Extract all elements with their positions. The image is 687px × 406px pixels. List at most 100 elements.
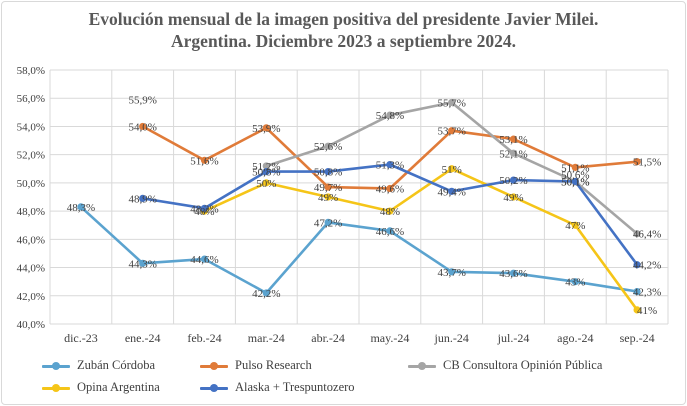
- data-label: 50,8%: [252, 167, 280, 179]
- series-line: [79, 205, 639, 295]
- data-point: [386, 111, 394, 119]
- data-label: 50,1%: [561, 176, 589, 188]
- data-label: 50,8%: [314, 167, 342, 179]
- data-point: [77, 203, 85, 211]
- data-point: [448, 268, 456, 276]
- data-point: [386, 184, 394, 193]
- data-label: 48,2%: [190, 203, 218, 215]
- data-point: [448, 127, 456, 135]
- data-label: 55,9%: [128, 95, 156, 107]
- data-label: 41%: [637, 305, 657, 317]
- data-point: [200, 255, 209, 263]
- data-point: [386, 160, 394, 169]
- data-point: [262, 289, 270, 297]
- y-tick-label: 50,0%: [17, 178, 45, 190]
- chart-title: Evolución mensual de la imagen positiva …: [0, 8, 687, 52]
- y-tick-label: 52,0%: [17, 150, 45, 162]
- data-point: [571, 177, 579, 186]
- data-label: 50,2%: [499, 175, 527, 187]
- data-label: 52,6%: [314, 141, 342, 153]
- data-point: [324, 168, 332, 176]
- data-point: [571, 221, 579, 229]
- data-label: 44,6%: [190, 254, 218, 266]
- data-label: 48,3%: [67, 202, 95, 214]
- data-point: [633, 261, 641, 269]
- data-point: [262, 124, 270, 132]
- data-label: 47,2%: [314, 217, 342, 229]
- data-label: 44,3%: [128, 258, 156, 270]
- data-point: [262, 162, 270, 170]
- y-tick-label: 58,0%: [17, 65, 45, 77]
- data-label: 51,1%: [561, 162, 589, 174]
- x-tick-label: feb.-24: [187, 331, 221, 345]
- y-tick-label: 48,0%: [17, 206, 45, 218]
- data-point: [509, 149, 518, 157]
- data-label: 53,7%: [437, 126, 465, 138]
- data-point: [139, 259, 147, 267]
- data-point: [571, 278, 579, 286]
- data-point: [448, 187, 456, 195]
- y-tick-label: 56,0%: [17, 93, 45, 105]
- data-label: 42,2%: [252, 288, 280, 300]
- data-point: [509, 135, 518, 143]
- data-label: 50,1%: [561, 176, 589, 188]
- y-tick-label: 54,0%: [17, 121, 45, 133]
- data-label: 51,3%: [376, 160, 404, 172]
- data-label: 50,6%: [561, 169, 589, 181]
- data-label: 50%: [256, 178, 276, 190]
- data-point: [262, 168, 270, 176]
- data-label: 54,0%: [128, 121, 156, 133]
- data-point: [633, 306, 641, 314]
- y-tick-label: 46,0%: [17, 234, 45, 246]
- data-label: 49,6%: [376, 184, 404, 196]
- y-tick-label: 44,0%: [17, 263, 45, 275]
- data-label: 53,1%: [499, 134, 527, 146]
- x-tick-label: ago.-24: [557, 331, 593, 345]
- data-point: [139, 122, 147, 131]
- x-tick-label: ene.-24: [125, 331, 161, 345]
- data-label: 46,6%: [376, 226, 404, 238]
- x-tick-label: sep.-24: [620, 331, 655, 345]
- data-label: 49,7%: [314, 182, 342, 194]
- x-tick-label: dic.-23: [64, 331, 98, 345]
- data-label: 49,4%: [437, 186, 465, 198]
- data-label: 51,2%: [252, 161, 280, 173]
- data-point: [448, 165, 456, 173]
- data-label: 43,7%: [437, 267, 465, 279]
- data-label: 54,8%: [376, 110, 404, 122]
- y-tick-label: 42,0%: [17, 291, 45, 303]
- data-point: [633, 287, 641, 296]
- data-point: [509, 269, 518, 277]
- x-tick-label: abr.-24: [311, 331, 345, 345]
- x-tick-label: jun.-24: [434, 331, 469, 345]
- data-point: [633, 158, 641, 166]
- data-point: [571, 163, 579, 171]
- data-label: 48%: [380, 206, 400, 218]
- data-point: [139, 194, 147, 203]
- data-point: [509, 193, 518, 201]
- data-point: [262, 179, 270, 187]
- data-label: 43%: [565, 277, 585, 289]
- data-label: 48,9%: [128, 193, 156, 205]
- data-point: [324, 183, 332, 191]
- data-label: 53,9%: [252, 123, 280, 135]
- data-point: [324, 193, 332, 201]
- data-label: 46,4%: [633, 229, 661, 241]
- data-point: [633, 230, 641, 238]
- data-point: [386, 227, 394, 235]
- data-label: 55,7%: [437, 97, 465, 109]
- x-tick-label: jul.-24: [497, 331, 530, 345]
- chart-title-line-2: Argentina. Diciembre 2023 a septiembre 2…: [171, 31, 516, 51]
- data-label: 43,6%: [499, 268, 527, 280]
- data-label: 51,5%: [633, 157, 661, 169]
- x-tick-label: may.-24: [370, 331, 409, 345]
- chart-title-line-1: Evolución mensual de la imagen positiva …: [88, 9, 599, 29]
- data-point: [324, 218, 332, 226]
- data-point: [386, 207, 394, 215]
- data-label: 49%: [318, 192, 338, 204]
- data-point: [200, 204, 209, 212]
- data-label: 48%: [194, 206, 214, 218]
- data-point: [324, 142, 332, 150]
- data-label: 51%: [442, 164, 462, 176]
- data-label: 44,2%: [633, 260, 661, 272]
